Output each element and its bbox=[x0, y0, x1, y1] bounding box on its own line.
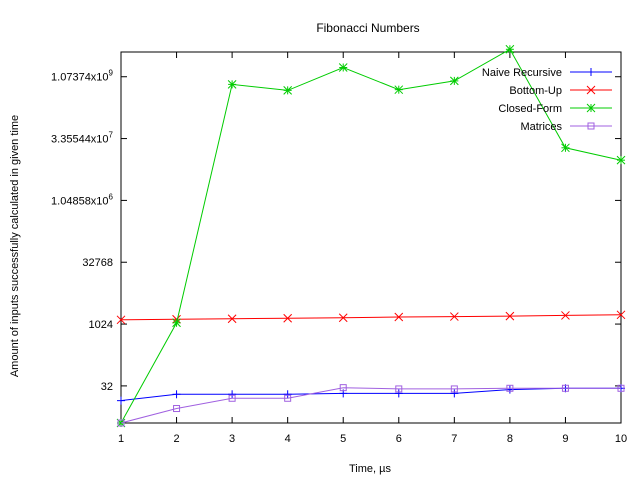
data-point-matrices bbox=[117, 419, 125, 427]
data-point-closed-form bbox=[616, 155, 626, 165]
data-point-matrices bbox=[561, 384, 569, 392]
y-axis: 32 1024 32768 1.04858x106 3.35544x107 1.07374… bbox=[51, 69, 621, 393]
data-point-matrices bbox=[450, 385, 458, 393]
data-point-naive-recursive bbox=[172, 390, 181, 399]
data-point-bottom-up bbox=[116, 315, 126, 325]
x-tick-label: 2 bbox=[173, 433, 179, 445]
series-line-bottom-up bbox=[120, 314, 622, 321]
data-point-matrices bbox=[228, 394, 236, 402]
data-point-closed-form bbox=[283, 86, 293, 95]
x-axis-label: Time, µs bbox=[349, 463, 391, 475]
x-tick-label: 10 bbox=[615, 433, 627, 445]
series-layer bbox=[116, 44, 626, 428]
legend-swatch-marker bbox=[586, 85, 596, 95]
y-tick-label: 1.04858x106 bbox=[51, 192, 114, 207]
y-tick-exponent: 6 bbox=[109, 192, 114, 201]
data-point-bottom-up bbox=[227, 314, 237, 324]
legend-swatch-marker bbox=[587, 68, 595, 76]
chart-title: Fibonacci Numbers bbox=[316, 21, 419, 35]
legend-swatch-marker bbox=[586, 103, 596, 113]
legend-entry: Matrices bbox=[520, 121, 612, 133]
x-tick-label: 9 bbox=[562, 433, 568, 445]
data-point-closed-form bbox=[505, 44, 515, 54]
x-tick-label: 4 bbox=[285, 433, 291, 445]
y-tick-label: 32 bbox=[101, 381, 113, 393]
data-point-matrices bbox=[506, 384, 514, 392]
x-axis: 1 2 3 4 5 6 7 8 9 10 bbox=[118, 52, 627, 445]
data-point-bottom-up bbox=[616, 310, 626, 320]
series-matrices bbox=[117, 384, 625, 427]
data-point-bottom-up bbox=[449, 312, 459, 321]
y-tick-exponent: 7 bbox=[109, 131, 114, 140]
series-line-closed-form bbox=[120, 48, 622, 424]
data-point-naive-recursive bbox=[283, 390, 292, 399]
legend-label: Naive Recursive bbox=[482, 67, 562, 79]
data-point-naive-recursive bbox=[228, 390, 237, 399]
y-tick-mantissa: 3.35544x10 bbox=[51, 134, 109, 146]
legend-swatch-marker bbox=[587, 122, 595, 130]
y-tick-exponent: 9 bbox=[109, 69, 114, 78]
data-point-matrices bbox=[339, 384, 347, 392]
data-point-closed-form bbox=[338, 63, 348, 72]
x-tick-label: 6 bbox=[396, 433, 402, 445]
data-point-closed-form bbox=[449, 76, 459, 86]
legend-entry: Naive Recursive bbox=[482, 67, 612, 79]
y-tick-label: 1.07374x109 bbox=[51, 69, 114, 84]
data-point-matrices bbox=[173, 405, 181, 413]
data-point-naive-recursive bbox=[450, 389, 459, 398]
x-tick-label: 3 bbox=[229, 433, 235, 445]
legend: Naive Recursive Bottom-Up Closed-Form Matri… bbox=[482, 67, 612, 133]
series-line-naive-recursive bbox=[120, 387, 621, 402]
data-point-bottom-up bbox=[338, 313, 348, 323]
data-point-naive-recursive bbox=[394, 389, 403, 398]
y-axis-label: Amount of inputs successfully calculated… bbox=[9, 115, 21, 377]
x-tick-label: 1 bbox=[118, 433, 124, 445]
data-point-bottom-up bbox=[561, 311, 570, 320]
plot-frame bbox=[120, 51, 622, 424]
y-tick-label: 1024 bbox=[89, 319, 113, 331]
data-point-closed-form bbox=[227, 80, 237, 89]
data-point-closed-form bbox=[561, 143, 570, 153]
plot-border bbox=[120, 51, 622, 424]
y-tick-mantissa: 1.07374x10 bbox=[51, 72, 109, 84]
data-point-bottom-up bbox=[283, 313, 293, 323]
legend-entry: Closed-Form bbox=[498, 103, 612, 115]
x-tick-label: 5 bbox=[340, 433, 346, 445]
legend-label: Closed-Form bbox=[498, 103, 562, 115]
data-point-bottom-up bbox=[505, 311, 515, 321]
data-point-matrices bbox=[617, 384, 625, 392]
y-tick-mantissa: 1.04858x10 bbox=[51, 195, 109, 207]
legend-label: Bottom-Up bbox=[509, 85, 562, 97]
data-point-matrices bbox=[395, 385, 403, 393]
legend-entry: Bottom-Up bbox=[509, 85, 612, 97]
data-point-naive-recursive bbox=[117, 396, 125, 405]
y-tick-label: 32768 bbox=[82, 257, 113, 269]
data-point-closed-form bbox=[394, 85, 404, 95]
x-tick-label: 8 bbox=[507, 433, 513, 445]
series-naive-recursive bbox=[117, 384, 625, 405]
data-point-bottom-up bbox=[394, 312, 404, 322]
data-point-matrices bbox=[284, 394, 292, 402]
legend-label: Matrices bbox=[520, 121, 562, 133]
series-bottom-up bbox=[116, 310, 626, 325]
series-line-matrices bbox=[120, 387, 621, 424]
data-point-closed-form bbox=[172, 318, 181, 328]
y-tick-label: 3.35544x107 bbox=[51, 131, 114, 146]
x-tick-label: 7 bbox=[451, 433, 457, 445]
